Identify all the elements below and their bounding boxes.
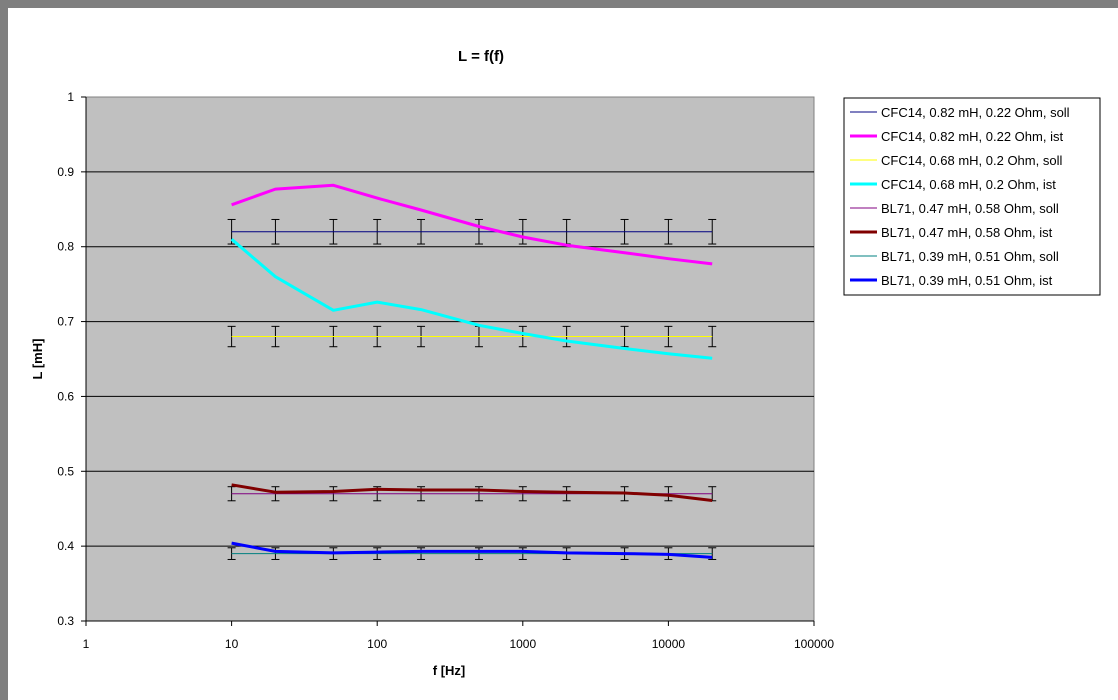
y-tick-label: 0.6 xyxy=(57,389,74,403)
x-tick-label: 10000 xyxy=(652,637,686,651)
x-tick-label: 10 xyxy=(225,637,239,651)
legend-label-2: CFC14, 0.82 mH, 0.22 Ohm, ist xyxy=(881,129,1063,144)
y-tick-label: 0.3 xyxy=(57,614,74,628)
plot-area xyxy=(85,96,815,622)
y-axis-label: L [mH] xyxy=(30,339,45,380)
y-tick-label: 1 xyxy=(67,90,74,104)
chart-title: L = f(f) xyxy=(458,48,504,65)
y-tick-labels: 0.3 0.4 0.5 0.6 0.7 0.8 0.9 1 xyxy=(57,90,74,628)
legend-label-5: BL71, 0.47 mH, 0.58 Ohm, soll xyxy=(881,201,1059,216)
y-tick-label: 0.8 xyxy=(57,240,74,254)
x-tick-labels: 1 10 100 1000 10000 100000 xyxy=(83,637,835,651)
y-tick-label: 0.5 xyxy=(57,464,74,478)
series-line-8 xyxy=(231,541,713,559)
x-tick-label: 100000 xyxy=(794,637,834,651)
gridlines xyxy=(86,171,814,547)
x-axis-label: f [Hz] xyxy=(433,663,466,678)
legend: CFC14, 0.82 mH, 0.22 Ohm, soll CFC14, 0.8… xyxy=(850,105,1070,288)
x-tick-label: 100 xyxy=(367,637,387,651)
y-tick-label: 0.7 xyxy=(57,315,74,329)
legend-box xyxy=(843,97,1101,296)
axes xyxy=(81,96,815,626)
legend-label-3: CFC14, 0.68 mH, 0.2 Ohm, soll xyxy=(881,153,1062,168)
series-line-4 xyxy=(230,238,713,360)
series-lines xyxy=(230,183,713,559)
y-tick-label: 0.4 xyxy=(57,539,74,553)
series-line-6 xyxy=(231,483,713,502)
x-tick-label: 1 xyxy=(83,637,90,651)
legend-label-1: CFC14, 0.82 mH, 0.22 Ohm, soll xyxy=(881,105,1070,120)
legend-label-7: BL71, 0.39 mH, 0.51 Ohm, soll xyxy=(881,249,1059,264)
x-tick-label: 1000 xyxy=(509,637,536,651)
series-line-2 xyxy=(231,183,713,266)
y-tick-label: 0.9 xyxy=(57,165,74,179)
legend-label-4: CFC14, 0.68 mH, 0.2 Ohm, ist xyxy=(881,177,1056,192)
legend-label-6: BL71, 0.47 mH, 0.58 Ohm, ist xyxy=(881,225,1053,240)
legend-label-8: BL71, 0.39 mH, 0.51 Ohm, ist xyxy=(881,273,1053,288)
